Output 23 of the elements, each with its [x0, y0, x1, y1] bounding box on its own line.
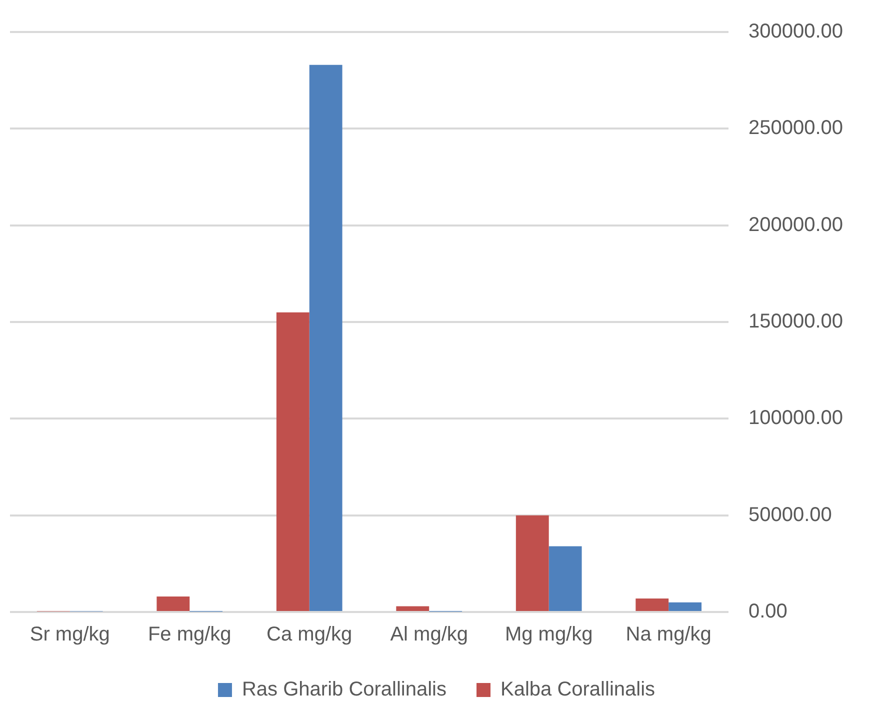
x-tick-label: Ca mg/kg [266, 624, 352, 646]
y-tick-label: 150000.00 [748, 310, 844, 333]
bar [636, 598, 669, 611]
x-tick-label: Sr mg/kg [30, 624, 110, 646]
y-tick-label: 100000.00 [748, 407, 844, 430]
legend-label: Kalba Corallinalis [500, 678, 656, 701]
x-tick-label: Fe mg/kg [148, 624, 232, 646]
bar [516, 515, 549, 611]
bar [668, 602, 702, 611]
bar [156, 596, 190, 611]
bar [396, 606, 430, 611]
legend-label: Ras Gharib Corallinalis [242, 678, 447, 701]
y-tick-label: 200000.00 [748, 214, 844, 236]
y-tick-label: 0.00 [748, 600, 788, 623]
bar [276, 312, 310, 611]
x-tick-label: Na mg/kg [626, 624, 712, 646]
bar [309, 64, 342, 611]
y-tick-label: 250000.00 [748, 117, 844, 140]
bar [548, 546, 582, 611]
y-tick-label: 300000.00 [748, 20, 844, 43]
x-tick-label: Mg mg/kg [504, 624, 593, 646]
x-tick-label: Al mg/kg [390, 624, 468, 646]
y-tick-label: 50000.00 [748, 504, 832, 526]
